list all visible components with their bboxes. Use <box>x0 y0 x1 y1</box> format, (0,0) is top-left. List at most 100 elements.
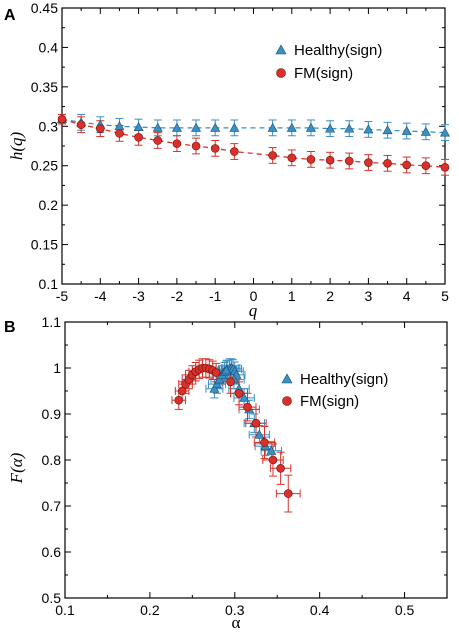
panel-b-legend-marker-healthy <box>281 373 293 384</box>
legend-marker-circle <box>276 68 286 78</box>
a-xtick-label: 5 <box>441 288 449 304</box>
a-ytick-label: 0.35 <box>31 79 58 95</box>
panel-a-plot-area <box>56 113 451 176</box>
a-point-fm <box>440 162 450 172</box>
a-point-fm <box>210 144 220 153</box>
b-point-fm <box>283 489 293 498</box>
a-point-fm <box>402 160 412 170</box>
b-ytick-label: 0.9 <box>42 406 62 422</box>
panel-b-legend-fm: FM(sign) <box>300 393 359 410</box>
a-point-fm <box>306 155 316 164</box>
b-ytick-label: 1.1 <box>42 314 62 330</box>
a-point-healthy <box>171 122 182 132</box>
panel-b-ticks: 0.1 0.2 0.3 0.4 0.5 0.5 0.6 0.7 0.8 0.9 1 1.1 <box>42 314 447 618</box>
legend-marker-triangle <box>281 373 293 384</box>
a-point-fm <box>153 136 163 145</box>
a-xtick-label: -4 <box>94 288 107 304</box>
a-point-healthy <box>439 127 451 137</box>
panel-a-legend: Healthy(sign) FM(sign) <box>275 42 382 82</box>
b-point-healthy <box>209 383 220 393</box>
panel-b-plot-area <box>171 358 301 513</box>
a-ytick-label: 0.2 <box>39 197 59 213</box>
panel-b-legend-marker-fm <box>282 396 292 406</box>
a-xtick-label: 1 <box>288 288 296 304</box>
b-point-fm <box>251 418 261 428</box>
a-point-healthy <box>344 123 355 133</box>
b-xtick-label: 0.3 <box>225 602 245 618</box>
a-ytick-label: 0.4 <box>39 39 59 55</box>
a-series-line-healthy <box>61 118 446 134</box>
a-ytick-label: 0.25 <box>31 158 58 174</box>
a-point-healthy <box>286 122 297 132</box>
panel-b-ylabel: F(α) <box>7 452 26 484</box>
a-point-healthy <box>325 123 336 133</box>
a-point-healthy <box>267 122 278 132</box>
a-xtick-label: 3 <box>365 288 373 304</box>
b-ytick-label: 0.5 <box>42 590 62 606</box>
b-xtick-label: 0.5 <box>395 602 415 618</box>
b-point-healthy <box>239 392 250 402</box>
panel-b-legend: Healthy(sign) FM(sign) <box>281 371 388 410</box>
panel-a-legend-marker-fm <box>276 68 286 78</box>
b-point-healthy <box>266 445 277 455</box>
panel-a-xlabel: q <box>249 301 258 320</box>
b-point-fm <box>226 377 235 387</box>
panel-b-frame <box>64 321 448 599</box>
legend-marker-circle <box>282 396 292 406</box>
a-point-fm <box>134 133 143 142</box>
a-point-fm <box>364 158 373 167</box>
b-point-healthy <box>211 378 222 389</box>
a-point-healthy <box>382 125 393 135</box>
b-point-fm <box>260 438 269 447</box>
a-point-healthy <box>152 122 163 132</box>
b-point-healthy <box>214 374 225 384</box>
panel-b-xlabel: α <box>232 613 241 632</box>
b-point-fm <box>268 455 278 465</box>
a-point-healthy <box>305 122 316 132</box>
a-point-healthy <box>363 124 374 134</box>
a-xtick-label: 0 <box>250 288 258 304</box>
a-point-healthy <box>401 125 412 135</box>
a-point-fm <box>268 151 277 160</box>
b-point-healthy <box>221 365 232 375</box>
a-ytick-label: 0.15 <box>31 237 58 253</box>
b-point-fm <box>174 395 184 405</box>
a-point-healthy <box>210 122 221 132</box>
b-xtick-label: 0.1 <box>55 602 75 618</box>
panel-a-frame <box>61 7 446 285</box>
panel-a-legend-fm: FM(sign) <box>294 65 353 82</box>
a-xtick-label: -2 <box>171 288 184 304</box>
a-point-fm <box>230 147 239 156</box>
a-point-fm <box>76 120 86 130</box>
panel-a: A -5 -4 -3 -2 -1 0 1 2 3 4 5 0.1 0.15 0.2 0.25 0.3 0.35 0… <box>4 0 451 320</box>
b-ytick-label: 1 <box>53 360 61 376</box>
a-point-fm <box>344 156 354 166</box>
panel-a-legend-healthy: Healthy(sign) <box>294 42 382 59</box>
b-point-fm <box>276 463 285 473</box>
a-point-fm <box>383 159 392 168</box>
b-point-fm <box>243 402 252 412</box>
panel-b: B 0.1 0.2 0.3 0.4 0.5 0.5 0.6 0.7 0.8 0.9 1 1.1 α F… <box>4 314 448 632</box>
b-ytick-label: 0.6 <box>42 544 62 560</box>
a-point-fm <box>421 161 431 171</box>
a-xtick-label: -3 <box>132 288 145 304</box>
a-xtick-label: -1 <box>209 288 222 304</box>
a-point-healthy <box>420 126 431 136</box>
a-point-healthy <box>191 122 202 132</box>
a-xtick-label: 4 <box>403 288 411 304</box>
panel-a-legend-marker-healthy <box>275 44 287 55</box>
a-point-fm <box>287 153 297 163</box>
b-point-fm <box>234 388 244 398</box>
a-point-healthy <box>229 122 240 132</box>
b-point-fm <box>211 368 221 377</box>
a-xtick-label: 2 <box>326 288 334 304</box>
a-point-fm <box>172 139 182 148</box>
panel-b-legend-healthy: Healthy(sign) <box>300 371 388 388</box>
b-xtick-label: 0.2 <box>140 602 160 618</box>
a-xtick-label: -5 <box>56 288 69 304</box>
legend-marker-triangle <box>275 44 287 55</box>
a-point-healthy <box>133 121 144 131</box>
a-point-fm <box>191 141 201 151</box>
b-ytick-label: 0.7 <box>42 498 62 514</box>
